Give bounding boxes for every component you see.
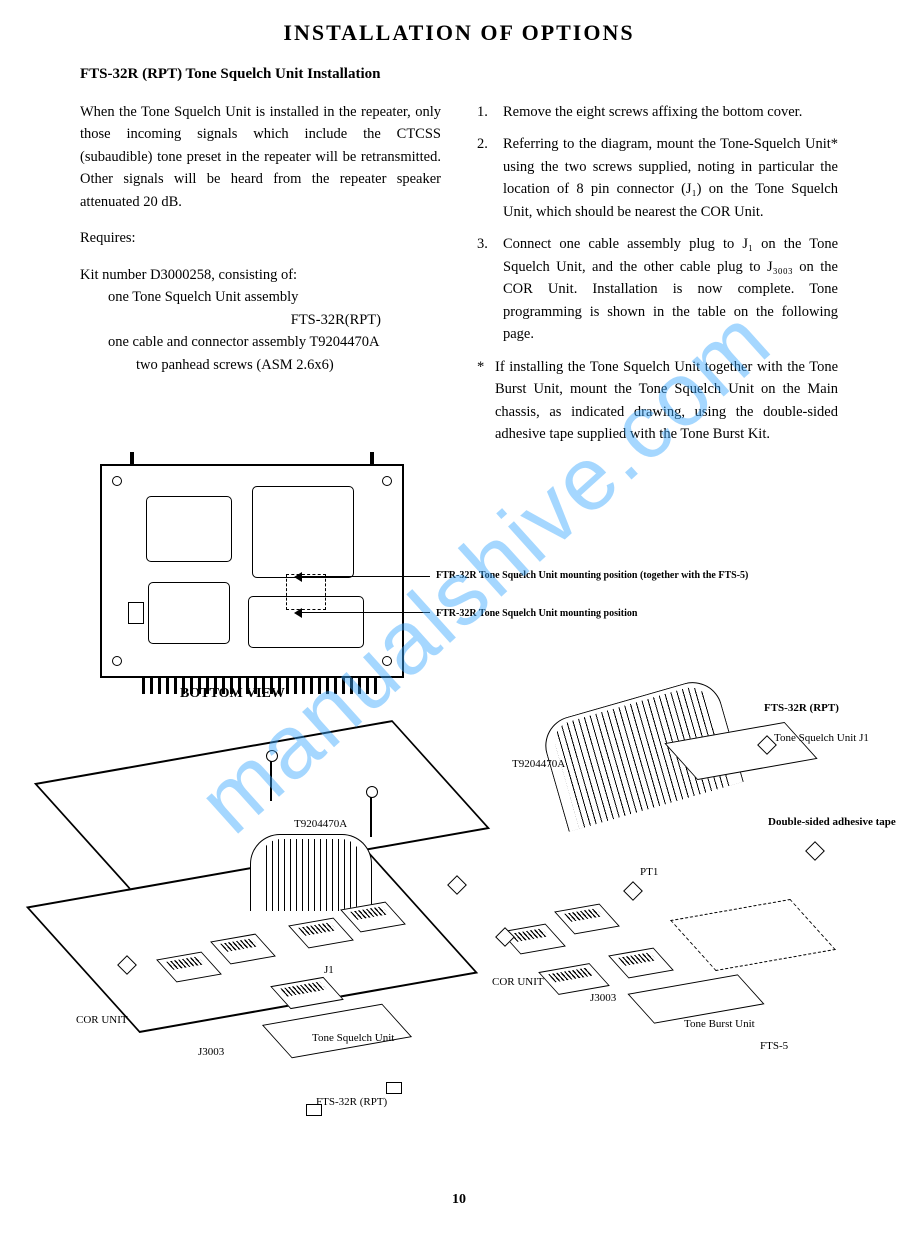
- step-text: Connect one cable assembly plug to J₁ on…: [503, 233, 838, 345]
- standoff-icon: [805, 841, 825, 861]
- step-1: 1. Remove the eight screws affixing the …: [477, 101, 838, 123]
- label-cable-right: T9204470A: [512, 758, 565, 770]
- connector-icon: [554, 903, 620, 934]
- label-fts32-left: FTS-32R (RPT): [316, 1096, 387, 1108]
- callout-text-2: FTR-32R Tone Squelch Unit mounting posit…: [436, 608, 637, 619]
- callout-arrow: [302, 612, 430, 614]
- bottom-view-label: BOTTOM VIEW: [180, 686, 285, 702]
- label-cor-unit-right: COR UNIT: [492, 976, 544, 988]
- label-cable-left: T9204470A: [294, 818, 347, 830]
- screw-icon: [112, 656, 122, 666]
- label-cor-unit-left: COR UNIT: [76, 1014, 128, 1026]
- label-fts5: FTS-5: [760, 1040, 788, 1052]
- pcb-outline: [146, 496, 232, 562]
- tone-squelch-board-left: [262, 1003, 412, 1057]
- callout-arrow: [302, 576, 430, 578]
- step-number: 2.: [477, 133, 503, 223]
- nut-icon: [386, 1082, 402, 1094]
- page-number: 10: [80, 1192, 838, 1208]
- standoff-icon: [447, 875, 467, 895]
- kit-line: Kit number D3000258, consisting of:: [80, 264, 441, 286]
- standoff-icon: [623, 881, 643, 901]
- label-j3003-right: J3003: [590, 992, 616, 1004]
- kit-contents: Kit number D3000258, consisting of: one …: [80, 264, 441, 376]
- page-title: INSTALLATION OF OPTIONS: [80, 20, 838, 46]
- panhead-screw-icon: [266, 750, 278, 762]
- requires-label: Requires:: [80, 227, 441, 249]
- label-adhesive-tape: Double-sided adhesive tape: [768, 816, 896, 828]
- label-pt1: PT1: [640, 866, 658, 878]
- step-3: 3. Connect one cable assembly plug to J₁…: [477, 233, 838, 345]
- kit-item-1-model: FTS-32R(RPT): [80, 309, 441, 331]
- label-tone-burst-unit: Tone Burst Unit: [684, 1018, 755, 1030]
- label-j3003-left: J3003: [198, 1046, 224, 1058]
- label-tone-squelch-j1: Tone Squelch Unit J1: [774, 732, 869, 744]
- small-part: [128, 602, 144, 624]
- diagram-area: FTR-32R Tone Squelch Unit mounting posit…: [80, 464, 838, 1184]
- label-j1-left: J1: [324, 964, 334, 976]
- screw-icon: [382, 476, 392, 486]
- label-tone-squelch-unit-left: Tone Squelch Unit: [312, 1032, 394, 1044]
- section-subtitle: FTS-32R (RPT) Tone Squelch Unit Installa…: [80, 66, 838, 83]
- kit-item-2: one cable and connector assembly T920447…: [80, 331, 441, 353]
- mounting-dashed-right: [670, 899, 836, 971]
- connector-icon: [538, 963, 610, 995]
- mounting-position-dashed: [286, 574, 326, 610]
- tone-burst-board: [627, 974, 764, 1023]
- step-text: Remove the eight screws affixing the bot…: [503, 101, 838, 123]
- pcb-outline: [252, 486, 354, 578]
- panhead-screw-icon: [366, 786, 378, 798]
- two-column-body: When the Tone Squelch Unit is installed …: [80, 101, 838, 446]
- footnote-star: *: [477, 356, 495, 446]
- kit-item-1: one Tone Squelch Unit assembly: [80, 286, 441, 308]
- step-number: 3.: [477, 233, 503, 345]
- chassis-bottom-view: [100, 464, 404, 678]
- manual-page: INSTALLATION OF OPTIONS FTS-32R (RPT) To…: [0, 0, 918, 1238]
- ribbon-cable-left: [250, 834, 372, 911]
- kit-item-3: two panhead screws (ASM 2.6x6): [80, 354, 441, 376]
- label-fts32-right: FTS-32R (RPT): [764, 702, 839, 714]
- pcb-outline: [148, 582, 230, 644]
- step-text: Referring to the diagram, mount the Tone…: [503, 133, 838, 223]
- screw-icon: [112, 476, 122, 486]
- installation-steps: 1. Remove the eight screws affixing the …: [477, 101, 838, 346]
- assembly-diagram: COR UNIT J3003 J1 Tone Squelch Unit FTS-…: [80, 744, 840, 1174]
- step-2: 2. Referring to the diagram, mount the T…: [477, 133, 838, 223]
- connector-icon: [608, 947, 674, 978]
- callout-text-1: FTR-32R Tone Squelch Unit mounting posit…: [436, 570, 748, 581]
- intro-paragraph: When the Tone Squelch Unit is installed …: [80, 101, 441, 213]
- right-column: 1. Remove the eight screws affixing the …: [477, 101, 838, 446]
- footnote: * If installing the Tone Squelch Unit to…: [477, 356, 838, 446]
- footnote-text: If installing the Tone Squelch Unit toge…: [495, 356, 838, 446]
- screw-icon: [382, 656, 392, 666]
- left-column: When the Tone Squelch Unit is installed …: [80, 101, 441, 446]
- step-number: 1.: [477, 101, 503, 123]
